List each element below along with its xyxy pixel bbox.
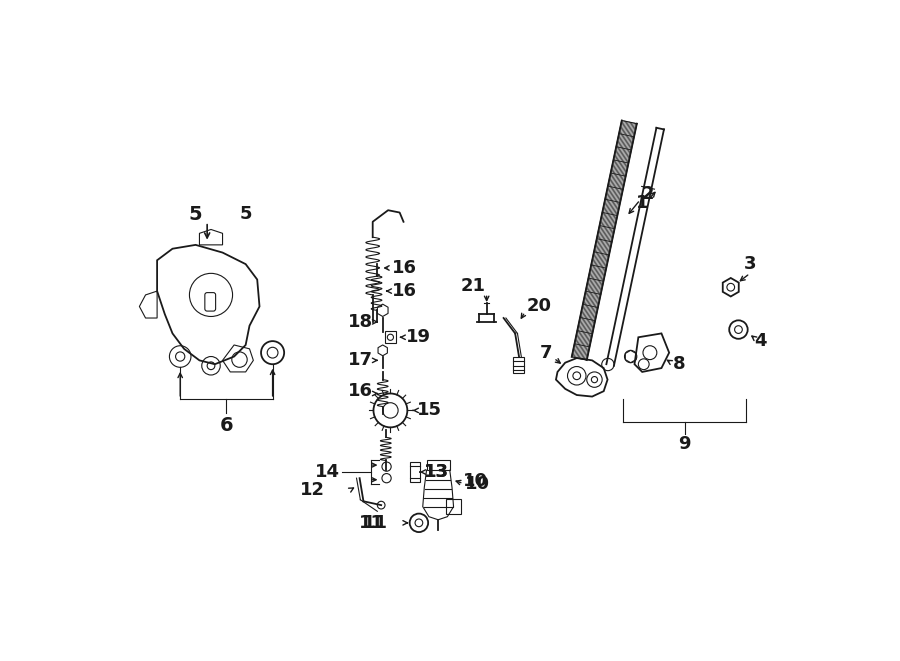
Text: 17: 17 bbox=[348, 352, 374, 369]
Text: 16: 16 bbox=[348, 382, 374, 400]
Text: 9: 9 bbox=[679, 434, 691, 453]
Text: 1: 1 bbox=[636, 194, 649, 212]
Text: 15: 15 bbox=[418, 401, 443, 420]
Text: 7: 7 bbox=[540, 344, 553, 362]
Bar bbox=[410, 462, 419, 482]
Text: 16: 16 bbox=[392, 282, 417, 300]
Text: 14: 14 bbox=[315, 463, 340, 481]
Text: 11: 11 bbox=[359, 514, 384, 532]
Bar bbox=[427, 461, 450, 470]
Bar bbox=[446, 499, 461, 514]
Text: 12: 12 bbox=[300, 481, 325, 499]
Text: 8: 8 bbox=[673, 355, 686, 373]
Text: 18: 18 bbox=[348, 313, 374, 331]
Text: 3: 3 bbox=[743, 255, 756, 273]
Bar bbox=[513, 356, 525, 373]
Text: 19: 19 bbox=[406, 329, 431, 346]
Text: 2: 2 bbox=[642, 184, 654, 202]
Text: 20: 20 bbox=[526, 297, 552, 315]
Text: 6: 6 bbox=[220, 416, 233, 436]
Text: 13: 13 bbox=[424, 463, 449, 481]
Text: 4: 4 bbox=[754, 332, 766, 350]
Text: 11: 11 bbox=[363, 514, 388, 532]
Text: 13: 13 bbox=[424, 463, 449, 481]
Text: 5: 5 bbox=[239, 205, 252, 223]
Text: 21: 21 bbox=[460, 277, 485, 295]
Text: 10: 10 bbox=[463, 472, 488, 490]
Text: 5: 5 bbox=[189, 204, 202, 223]
Bar bbox=[385, 331, 396, 344]
Text: 10: 10 bbox=[465, 475, 491, 492]
Text: 16: 16 bbox=[392, 259, 417, 277]
